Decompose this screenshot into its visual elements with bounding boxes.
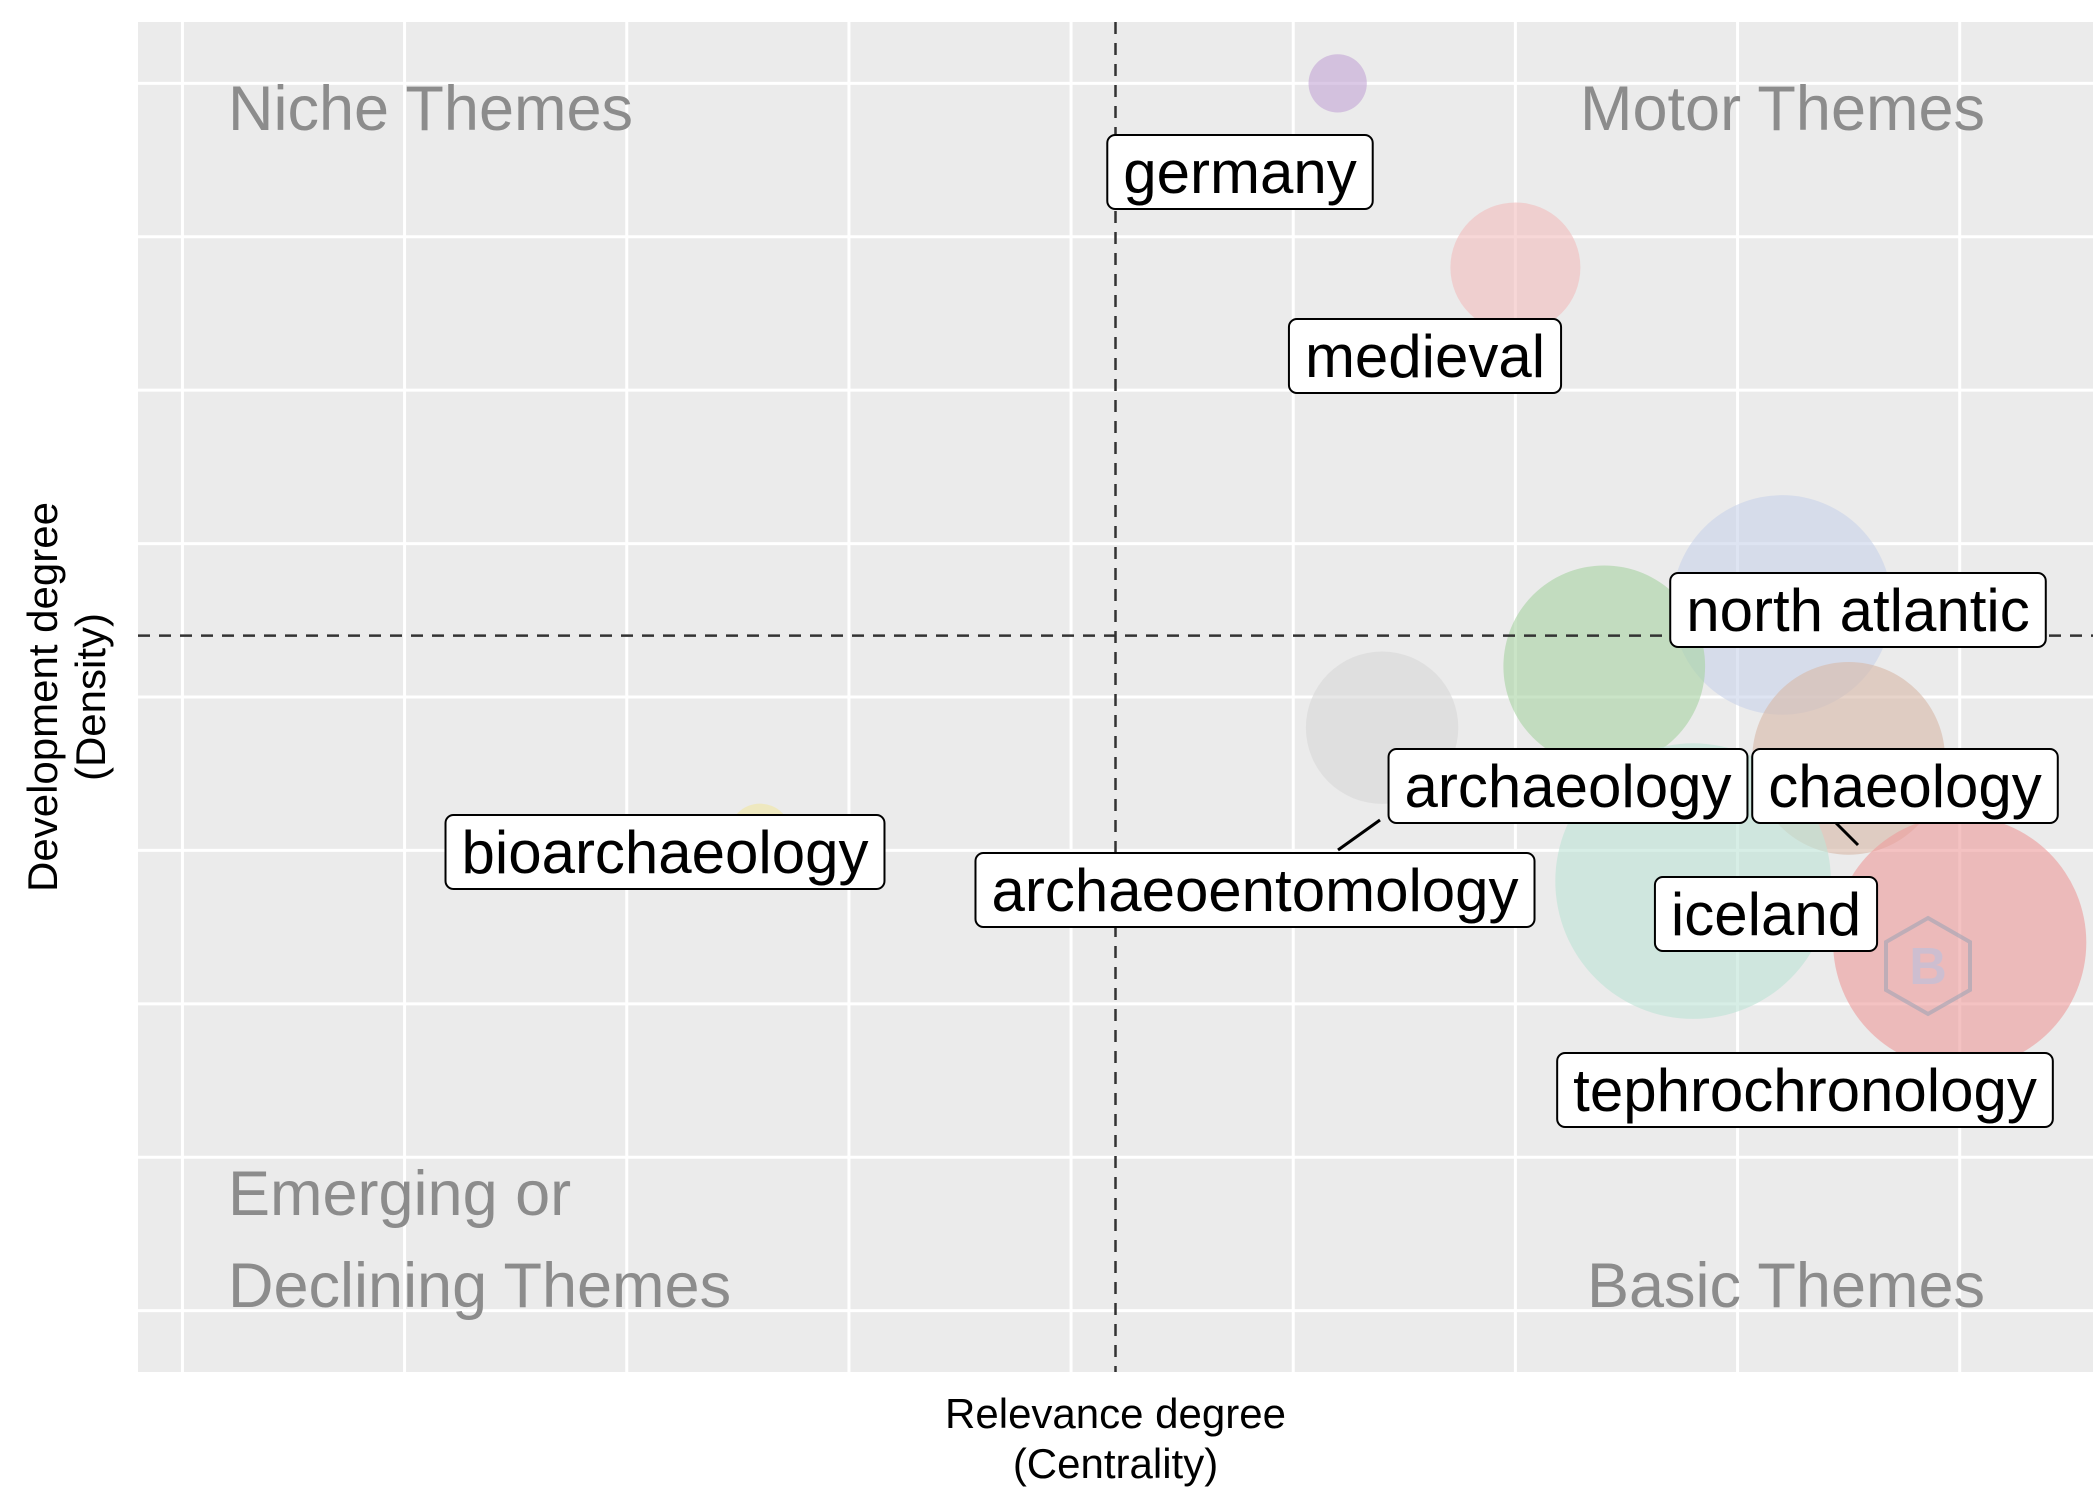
label-box bbox=[1387, 748, 1749, 824]
label-text: north atlantic bbox=[1686, 577, 2030, 644]
label-box bbox=[974, 852, 1536, 928]
y-axis-title: Development degree bbox=[19, 502, 66, 892]
quadrant-label-motor: Motor Themes bbox=[1580, 74, 1985, 144]
quadrant-label-basic: Basic Themes bbox=[1587, 1251, 1985, 1321]
label-text: archaeology bbox=[1405, 753, 1732, 820]
label-text: archaeoentomology bbox=[991, 857, 1518, 924]
label-box bbox=[444, 814, 886, 890]
bubble-archaeology bbox=[1503, 565, 1706, 768]
bubble-medieval bbox=[1450, 202, 1581, 333]
axis-titles: Relevance degree(Centrality) Development … bbox=[19, 502, 1286, 1487]
label-text: tephrochronology bbox=[1573, 1057, 2037, 1124]
leader-lines bbox=[1337, 818, 1860, 852]
y-axis-title: (Density) bbox=[67, 613, 114, 781]
quadrant-labels: Niche Themes Motor Themes Emerging or Decli… bbox=[228, 74, 1985, 1321]
label-iceland: iceland bbox=[1653, 876, 1879, 952]
label-tephrochronology: tephrochronology bbox=[1556, 1052, 2054, 1128]
label-chaeology: chaeology bbox=[1751, 748, 2059, 824]
quadrant-label-emerging: Emerging or bbox=[228, 1159, 571, 1229]
x-axis-title: Relevance degree bbox=[945, 1390, 1286, 1437]
leader-line bbox=[1833, 820, 1860, 847]
label-medieval: medieval bbox=[1287, 318, 1563, 394]
label-text: iceland bbox=[1671, 881, 1861, 948]
label-box bbox=[1751, 748, 2059, 824]
label-archaeology: archaeology bbox=[1387, 748, 1749, 824]
label-box bbox=[1669, 572, 2047, 648]
label-box bbox=[1653, 876, 1879, 952]
label-box bbox=[1287, 318, 1563, 394]
label-text: bioarchaeology bbox=[462, 819, 869, 886]
label-bioarchaeology: bioarchaeology bbox=[444, 814, 886, 890]
label-box bbox=[1556, 1052, 2054, 1128]
bubble-germany bbox=[1308, 54, 1367, 113]
label-archaeoentomology: archaeoentomology bbox=[974, 852, 1536, 928]
svg-text:B: B bbox=[1909, 938, 1947, 996]
quadrant-label-emerging: Declining Themes bbox=[228, 1251, 731, 1321]
label-box bbox=[1106, 134, 1374, 210]
leader-line bbox=[1337, 818, 1381, 852]
label-text: medieval bbox=[1305, 323, 1545, 390]
watermark-logo: B bbox=[1884, 915, 1972, 1017]
label-text: germany bbox=[1123, 139, 1356, 206]
point-labels: germany medieval north atlantic archaeology… bbox=[444, 134, 2059, 1128]
x-axis-title: (Centrality) bbox=[1013, 1440, 1218, 1487]
label-north-atlantic: north atlantic bbox=[1669, 572, 2047, 648]
reference-lines bbox=[138, 22, 2093, 1372]
bubble-tephrochronology bbox=[1833, 815, 2087, 1070]
quadrant-label-niche: Niche Themes bbox=[228, 74, 633, 144]
label-germany: germany bbox=[1106, 134, 1374, 210]
label-text: chaeology bbox=[1768, 753, 2042, 820]
